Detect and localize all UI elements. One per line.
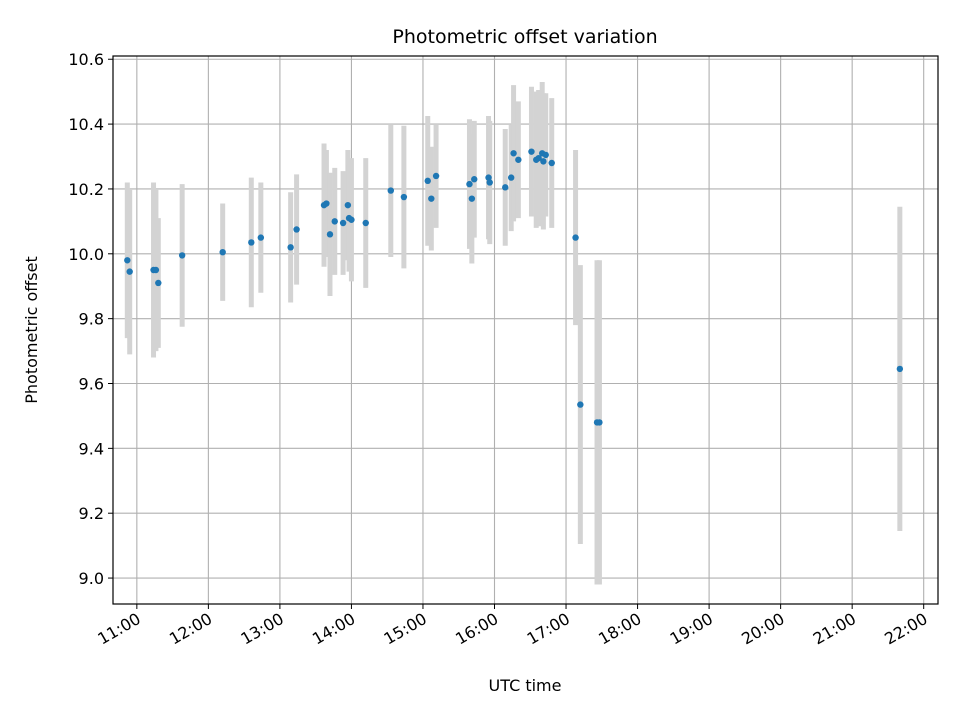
- y-tick-label: 9.8: [79, 310, 104, 329]
- y-tick-label: 10.6: [68, 50, 104, 69]
- y-tick-label: 10.0: [68, 245, 104, 264]
- data-point: [510, 150, 517, 157]
- data-point: [428, 195, 435, 202]
- data-point: [432, 172, 440, 180]
- y-tick-label: 10.2: [68, 180, 104, 199]
- data-point: [387, 187, 394, 194]
- data-point: [344, 201, 352, 209]
- data-point: [326, 231, 334, 238]
- data-point: [293, 226, 300, 233]
- data-point: [257, 234, 265, 241]
- data-point: [502, 184, 509, 191]
- data-point: [400, 193, 408, 201]
- plot-frame: [112, 55, 939, 605]
- data-point: [471, 176, 478, 183]
- data-point: [548, 159, 555, 167]
- data-point: [287, 244, 294, 251]
- y-tick-label: 9.2: [79, 504, 104, 523]
- data-point: [331, 218, 338, 225]
- data-point: [126, 268, 133, 275]
- y-tick-label: 9.4: [79, 439, 104, 458]
- y-axis-title: Photometric offset: [22, 256, 41, 404]
- data-point: [572, 234, 579, 241]
- data-point: [528, 148, 535, 155]
- data-point: [219, 248, 226, 256]
- y-tick-label: 9.6: [79, 375, 104, 394]
- data-point: [596, 419, 603, 426]
- data-point: [468, 195, 476, 202]
- data-point: [323, 200, 330, 207]
- data-point: [155, 279, 162, 287]
- data-points: [124, 148, 904, 426]
- data-point: [466, 180, 473, 188]
- data-point: [124, 257, 131, 264]
- data-point: [362, 219, 369, 227]
- data-point: [248, 239, 255, 246]
- data-point: [485, 174, 492, 181]
- y-tick-label: 9.0: [79, 569, 104, 588]
- y-tick-label: 10.4: [68, 115, 104, 134]
- y-axis: 9.0 9.2 9.4 9.6 9.8 10.0 10.2 10.4 10.6: [68, 50, 113, 588]
- data-point: [542, 151, 549, 159]
- data-point: [339, 219, 347, 227]
- data-point: [178, 252, 186, 259]
- x-axis-title: UTC time: [489, 676, 562, 695]
- data-point: [348, 216, 355, 223]
- data-point: [896, 365, 904, 373]
- grid: [113, 56, 938, 604]
- data-point: [515, 156, 522, 163]
- data-point: [486, 179, 493, 186]
- data-point: [507, 174, 515, 181]
- data-point: [540, 158, 547, 165]
- data-point: [424, 177, 431, 185]
- data-point: [535, 154, 542, 162]
- data-point: [152, 266, 160, 274]
- data-point: [577, 401, 584, 408]
- chart-title: Photometric offset variation: [392, 26, 657, 48]
